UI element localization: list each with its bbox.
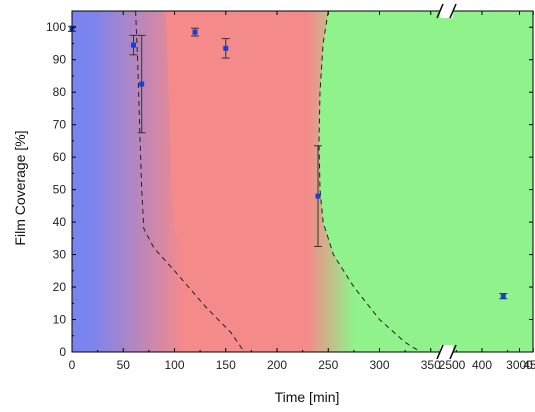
x-tick-label: 2500 <box>439 358 466 372</box>
y-tick-label: 50 <box>53 183 67 197</box>
axis-break <box>436 3 457 360</box>
x-tick-label: 0 <box>69 358 76 372</box>
y-tick-label: 60 <box>53 150 67 164</box>
x-tick-label: 100 <box>164 358 184 372</box>
x-tick-label: 150 <box>216 358 236 372</box>
y-tick-label: 40 <box>53 215 67 229</box>
x-tick-label: 250 <box>318 358 338 372</box>
data-point <box>221 38 230 59</box>
y-tick-label: 70 <box>53 118 67 132</box>
y-axis: 0 10 20 30 40 50 60 70 80 90 100 <box>46 20 533 359</box>
break-gap <box>440 4 453 18</box>
y-tick-label: 80 <box>53 85 67 99</box>
region-1 <box>72 11 275 352</box>
point-marker <box>500 293 506 299</box>
break-slash <box>449 3 457 19</box>
y-tick-label: 10 <box>53 313 67 327</box>
point-marker <box>315 193 321 199</box>
y-tick-label: 0 <box>59 345 66 359</box>
point-marker <box>131 42 136 48</box>
boundary-line-2 <box>318 10 421 353</box>
x-tick-label: 50 <box>117 358 131 372</box>
x-tick-label: 200 <box>267 358 287 372</box>
break-slash <box>436 344 444 360</box>
y-axis-title: Film Coverage [%] <box>12 130 28 245</box>
y-tick-label: 30 <box>53 248 67 262</box>
data-point <box>137 34 146 134</box>
break-gap <box>440 345 453 359</box>
x-axis-title: Time [min] <box>275 389 340 405</box>
data-point <box>499 293 508 300</box>
y-tick-label: 20 <box>53 280 67 294</box>
data-point <box>314 145 322 247</box>
data-point <box>129 34 138 56</box>
x-tick-label: 450 <box>523 358 535 372</box>
plot-background <box>72 11 533 352</box>
x-tick-label: 300 <box>369 358 389 372</box>
y-tick-label: 100 <box>46 20 66 34</box>
data-point <box>191 27 199 37</box>
x-tick-label: 400 <box>472 358 492 372</box>
point-marker <box>223 45 229 51</box>
phase-boundaries <box>135 10 421 353</box>
point-marker <box>192 29 198 35</box>
point-marker <box>139 81 145 87</box>
x-axis: 0 50 100 150 200 250 300 350 400 450 2500 3000 <box>69 11 535 372</box>
x-tick-label: 350 <box>421 358 441 372</box>
y-tick-label: 90 <box>53 53 67 67</box>
x-tick-label: 3000 <box>506 358 533 372</box>
boundary-line-1 <box>135 10 245 353</box>
break-slash <box>449 344 457 360</box>
break-slash <box>436 3 444 19</box>
